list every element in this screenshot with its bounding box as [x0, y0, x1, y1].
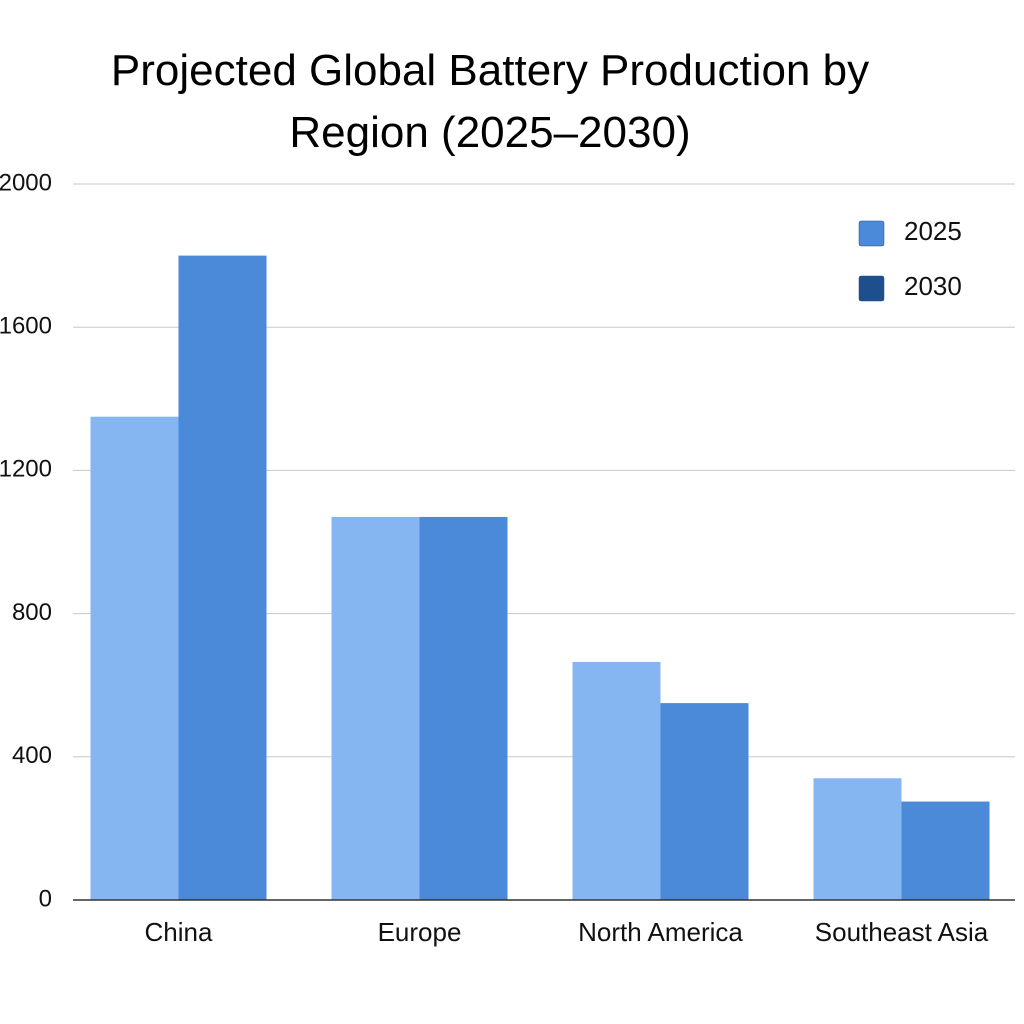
legend-label: 2025 [904, 216, 962, 246]
y-tick-label: 400 [12, 742, 52, 769]
bar [660, 703, 749, 900]
y-tick-label: 1600 [0, 313, 52, 340]
y-tick-label: 2000 [0, 169, 52, 196]
x-tick-label: Europe [378, 917, 462, 947]
bar [419, 516, 508, 900]
bar [813, 778, 902, 900]
y-tick-label: 0 [39, 885, 52, 912]
bar [178, 255, 267, 901]
bar [331, 516, 420, 900]
y-tick-label: 800 [12, 599, 52, 626]
x-tick-label: China [145, 917, 213, 947]
y-tick-label: 1200 [0, 456, 52, 483]
legend-swatch [858, 220, 885, 247]
bar [90, 416, 179, 900]
bar [901, 801, 990, 900]
bar [572, 661, 661, 900]
chart-title: Projected Global Battery Production by R… [110, 46, 870, 157]
x-tick-label: North America [578, 917, 743, 947]
legend-label: 2030 [904, 271, 962, 301]
x-tick-label: Southeast Asia [815, 917, 989, 947]
legend-swatch [858, 275, 885, 302]
